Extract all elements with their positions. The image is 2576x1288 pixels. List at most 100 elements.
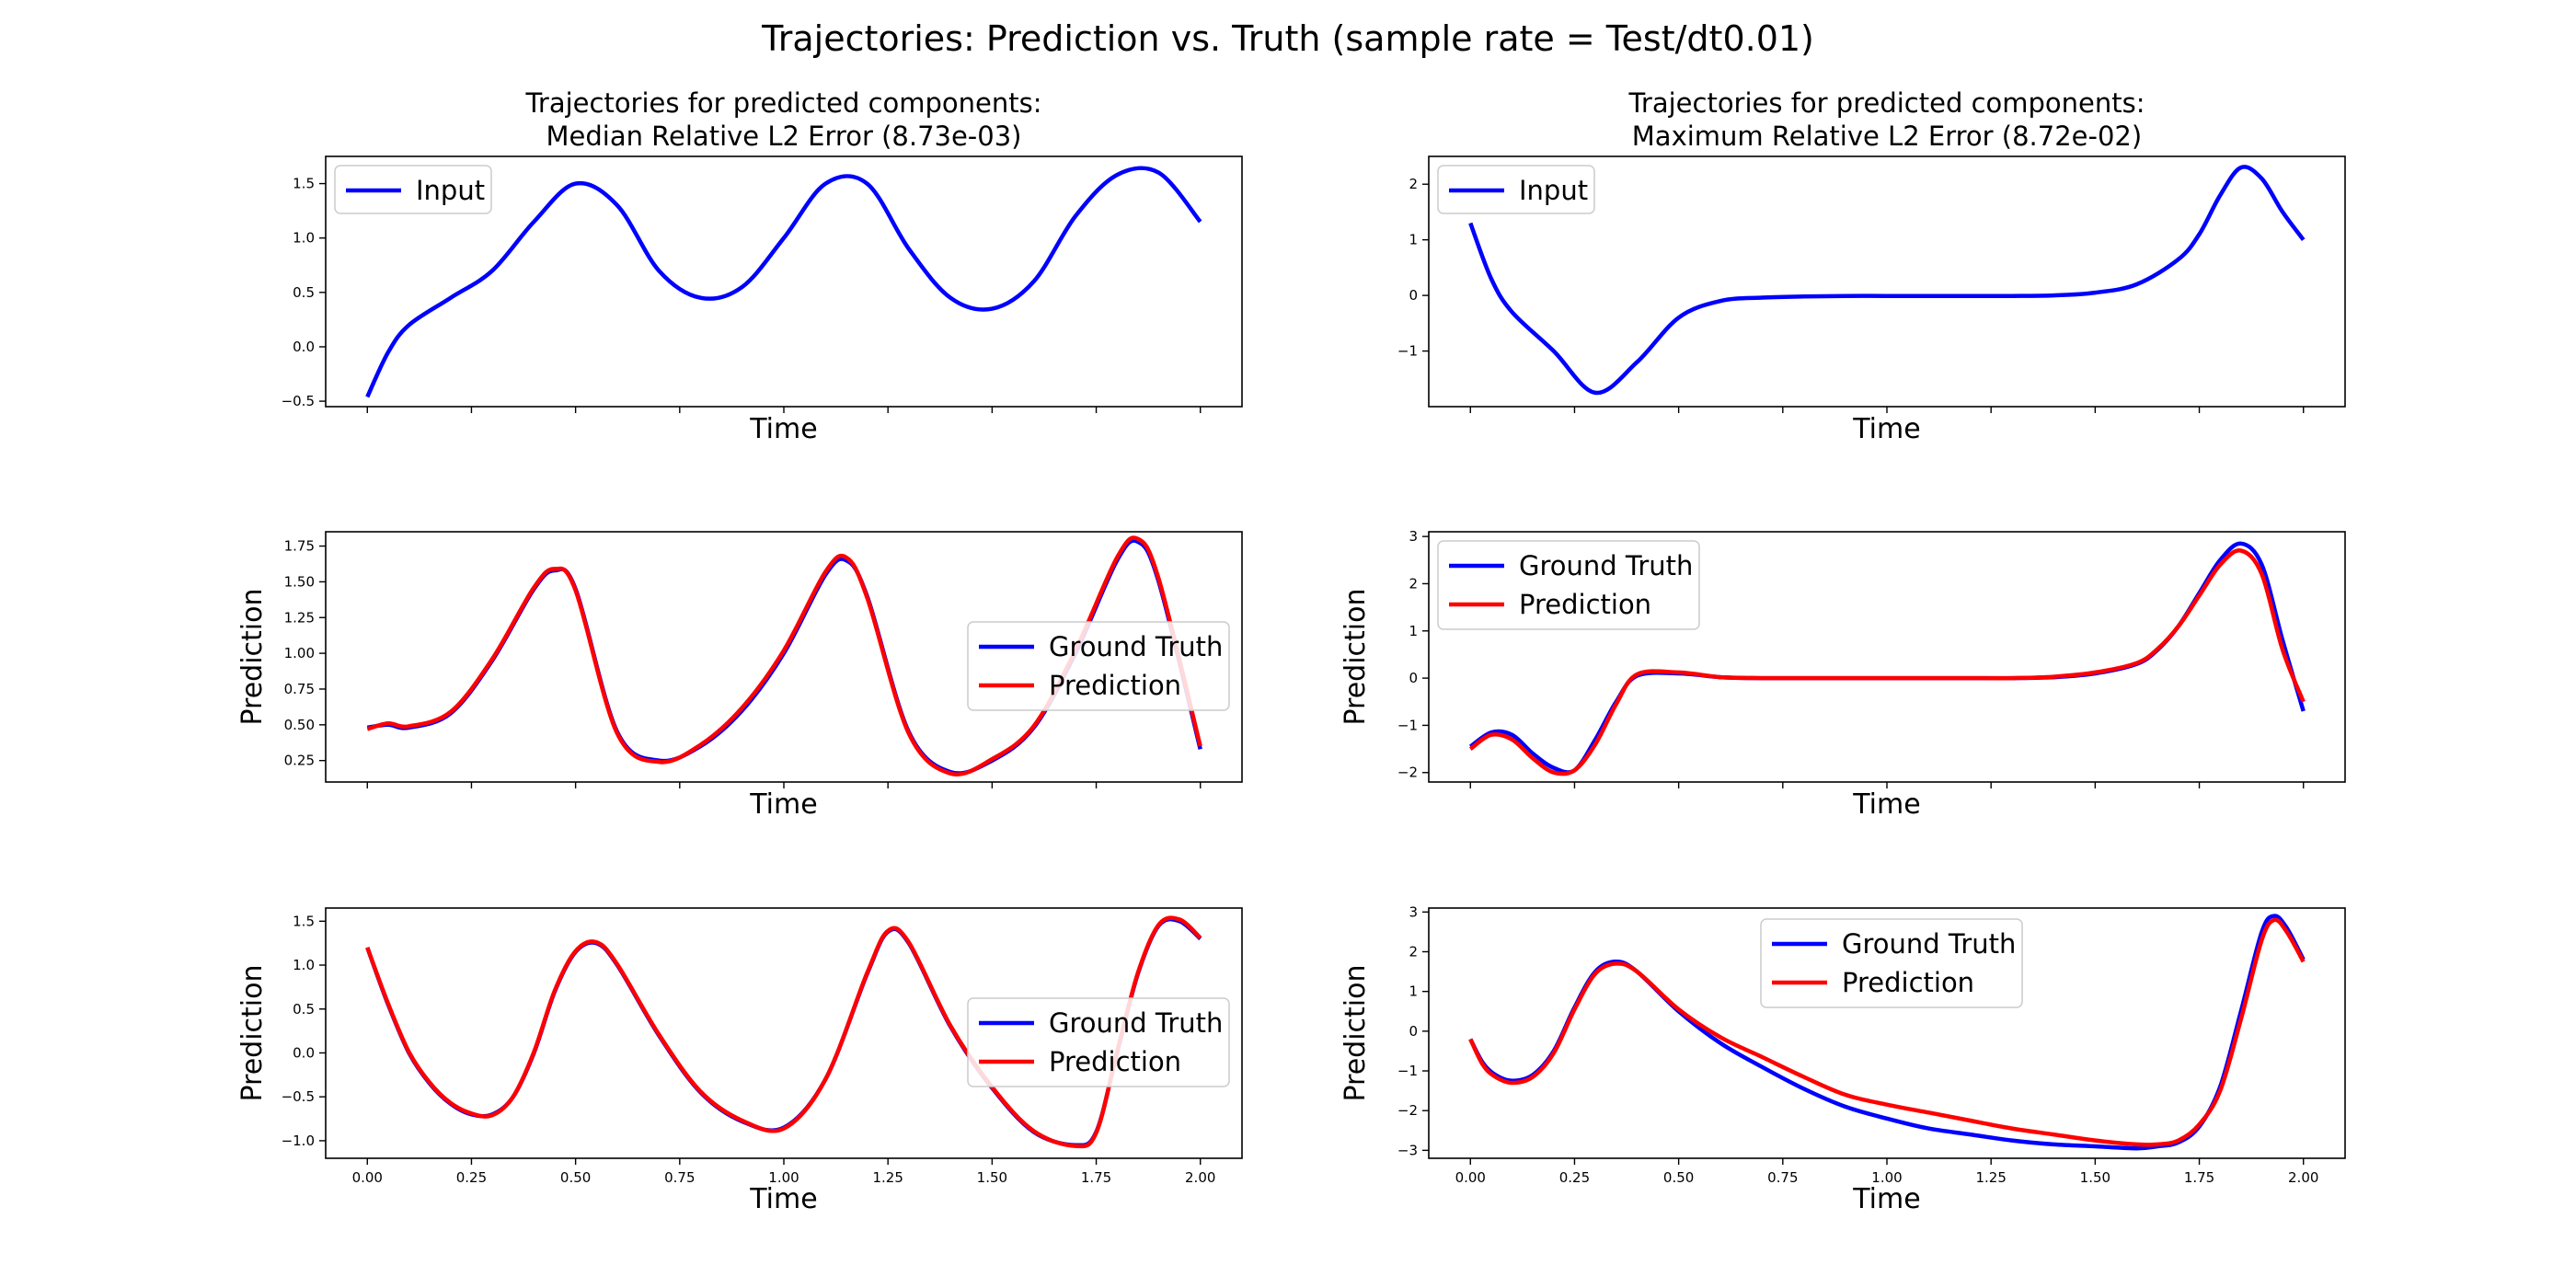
x-tick-label: 1.00 (768, 1169, 799, 1186)
series-line-input (365, 166, 1202, 398)
y-tick-label: 0 (1409, 670, 1418, 686)
series-line-input (1468, 165, 2306, 396)
x-axis-label: Time (749, 1183, 817, 1215)
legend: Ground Truth Prediction (967, 621, 1230, 711)
legend-box (1437, 165, 1595, 214)
legend: Input (1437, 165, 1595, 214)
x-tick-label: 1.50 (2080, 1169, 2110, 1186)
y-axis-label: Prediction (1340, 588, 1372, 725)
y-tick-label: 1.5 (293, 176, 315, 192)
y-tick-label: 1.75 (284, 538, 315, 555)
y-tick-label: 0.50 (284, 717, 315, 733)
legend-label: Input (416, 175, 485, 206)
x-tick-label: 0.00 (352, 1169, 383, 1186)
y-tick-label: 0 (1409, 1023, 1418, 1040)
figure-title: Trajectories: Prediction vs. Truth (samp… (761, 18, 1814, 59)
legend-box (967, 621, 1230, 711)
y-axis-label: Prediction (236, 964, 269, 1101)
y-tick-label: 0.0 (293, 1044, 315, 1061)
subplots: Trajectories for predicted components:Me… (236, 87, 2346, 1215)
y-tick-label: −1 (1397, 717, 1418, 733)
y-tick-label: −2 (1397, 765, 1418, 781)
subplot-3: 0.25 0.50 0.75 1.00 1.25 1.50 1.75 Time Predicti… (236, 531, 1243, 821)
x-tick-label: 1.25 (1975, 1169, 2006, 1186)
series-line-prediction (365, 915, 1202, 1149)
y-tick-label: −0.5 (282, 393, 315, 409)
x-tick-label: 0.25 (1559, 1169, 1590, 1186)
y-tick-label: 1 (1409, 623, 1418, 639)
subplot-title-line2: Maximum Relative L2 Error (8.72e-02) (1632, 121, 2142, 152)
series-line-prediction (1468, 917, 2306, 1147)
x-tick-label: 1.00 (1871, 1169, 1902, 1186)
legend-label: Prediction (1842, 967, 1974, 998)
y-tick-label: 1.00 (284, 645, 315, 661)
y-tick-label: 1.50 (284, 573, 315, 590)
legend-label: Prediction (1519, 589, 1651, 620)
x-tick-label: 2.00 (1185, 1169, 1215, 1186)
x-tick-label: 1.50 (977, 1169, 1007, 1186)
y-tick-label: 1.5 (293, 913, 315, 929)
subplot-6: −3 −2 −1 0 1 2 3 0.00 0.25 0.50 0.75 1.00 1.25 1.50 1.… (1340, 903, 2346, 1215)
y-tick-label: −3 (1397, 1142, 1418, 1158)
y-axis-label: Prediction (236, 588, 269, 725)
y-tick-label: 1.0 (293, 957, 315, 973)
legend-box (967, 997, 1230, 1087)
y-tick-label: 0.5 (293, 284, 315, 301)
y-tick-label: 1.0 (293, 230, 315, 247)
y-tick-label: 1 (1409, 232, 1418, 248)
x-tick-label: 0.75 (664, 1169, 695, 1186)
legend-label: Ground Truth (1049, 1007, 1223, 1039)
y-tick-label: −1 (1397, 343, 1418, 360)
subplot-title-line1: Trajectories for predicted components: (1627, 87, 2145, 119)
legend: Ground Truth Prediction (1437, 540, 1700, 630)
legend-label: Ground Truth (1842, 928, 2016, 960)
x-axis-label: Time (749, 788, 817, 821)
x-tick-label: 2.00 (2288, 1169, 2318, 1186)
legend-box (334, 165, 492, 214)
x-tick-label: 1.25 (872, 1169, 903, 1186)
y-tick-label: 0 (1409, 287, 1418, 304)
x-tick-label: 0.00 (1455, 1169, 1486, 1186)
y-tick-label: 2 (1409, 943, 1418, 960)
y-axis-label: Prediction (1340, 964, 1372, 1101)
x-tick-label: 1.75 (1081, 1169, 1111, 1186)
x-tick-label: 0.75 (1767, 1169, 1798, 1186)
y-tick-label: −2 (1397, 1102, 1418, 1119)
x-axis-label: Time (749, 413, 817, 445)
subplot-title-line2: Median Relative L2 Error (8.73e-03) (546, 121, 1021, 152)
y-tick-label: 0.5 (293, 1001, 315, 1018)
subplot-2: Trajectories for predicted components:Ma… (1397, 87, 2346, 445)
legend: Ground Truth Prediction (1760, 918, 2023, 1008)
y-tick-label: −0.5 (282, 1088, 315, 1105)
subplot-1: Trajectories for predicted components:Me… (282, 87, 1243, 445)
x-tick-label: 0.25 (456, 1169, 487, 1186)
legend-label: Prediction (1049, 670, 1181, 701)
legend-box (1760, 918, 2023, 1008)
x-tick-label: 1.75 (2184, 1169, 2214, 1186)
subplot-4: −2 −1 0 1 2 3 Time Prediction Ground Truth Predic… (1340, 528, 2346, 821)
legend-label: Prediction (1049, 1046, 1181, 1077)
x-tick-label: 0.50 (1663, 1169, 1694, 1186)
legend-box (1437, 540, 1700, 630)
x-axis-label: Time (1852, 1183, 1920, 1215)
x-axis-label: Time (1852, 413, 1920, 445)
legend-label: Ground Truth (1049, 631, 1223, 662)
legend-label: Ground Truth (1519, 550, 1693, 581)
y-tick-label: 3 (1409, 528, 1418, 545)
legend: Ground Truth Prediction (967, 997, 1230, 1087)
x-axis-label: Time (1852, 788, 1920, 821)
legend-label: Input (1519, 175, 1588, 206)
legend: Input (334, 165, 492, 214)
y-tick-label: −1.0 (282, 1133, 315, 1149)
y-tick-label: 1 (1409, 983, 1418, 1000)
y-tick-label: 0.75 (284, 681, 315, 697)
subplot-5: −1.0 −0.5 0.0 0.5 1.0 1.5 0.00 0.25 0.50 0.75 1.00… (236, 907, 1243, 1215)
y-tick-label: 0.0 (293, 339, 315, 355)
series-line-prediction (1468, 548, 2306, 776)
subplot-title-line1: Trajectories for predicted components: (524, 87, 1041, 119)
y-tick-label: 1.25 (284, 609, 315, 626)
y-tick-label: 0.25 (284, 753, 315, 769)
x-tick-label: 0.50 (560, 1169, 591, 1186)
y-tick-label: 3 (1409, 903, 1418, 920)
